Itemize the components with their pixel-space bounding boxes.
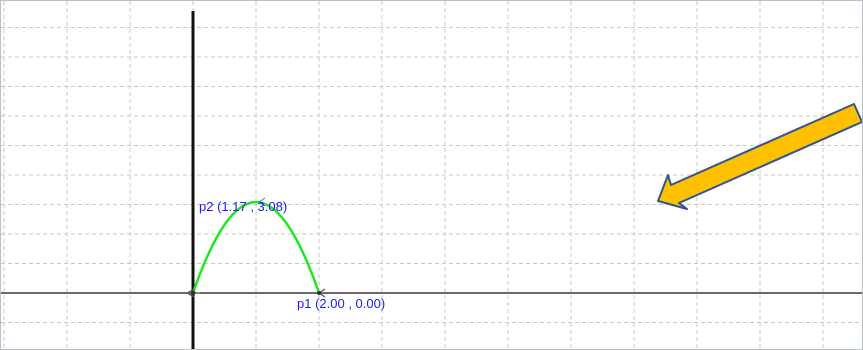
- parabola-curve[interactable]: [191, 200, 321, 294]
- p2-point-marker[interactable]: [258, 197, 266, 207]
- annotation-arrow-icon: [657, 103, 862, 210]
- origin-point-marker[interactable]: [186, 288, 200, 298]
- p1-point-marker[interactable]: [317, 288, 326, 298]
- p2-label: p2 (1.17 , 3.08): [199, 199, 287, 214]
- p1-label: p1 (2.00 , 0.00): [297, 296, 385, 311]
